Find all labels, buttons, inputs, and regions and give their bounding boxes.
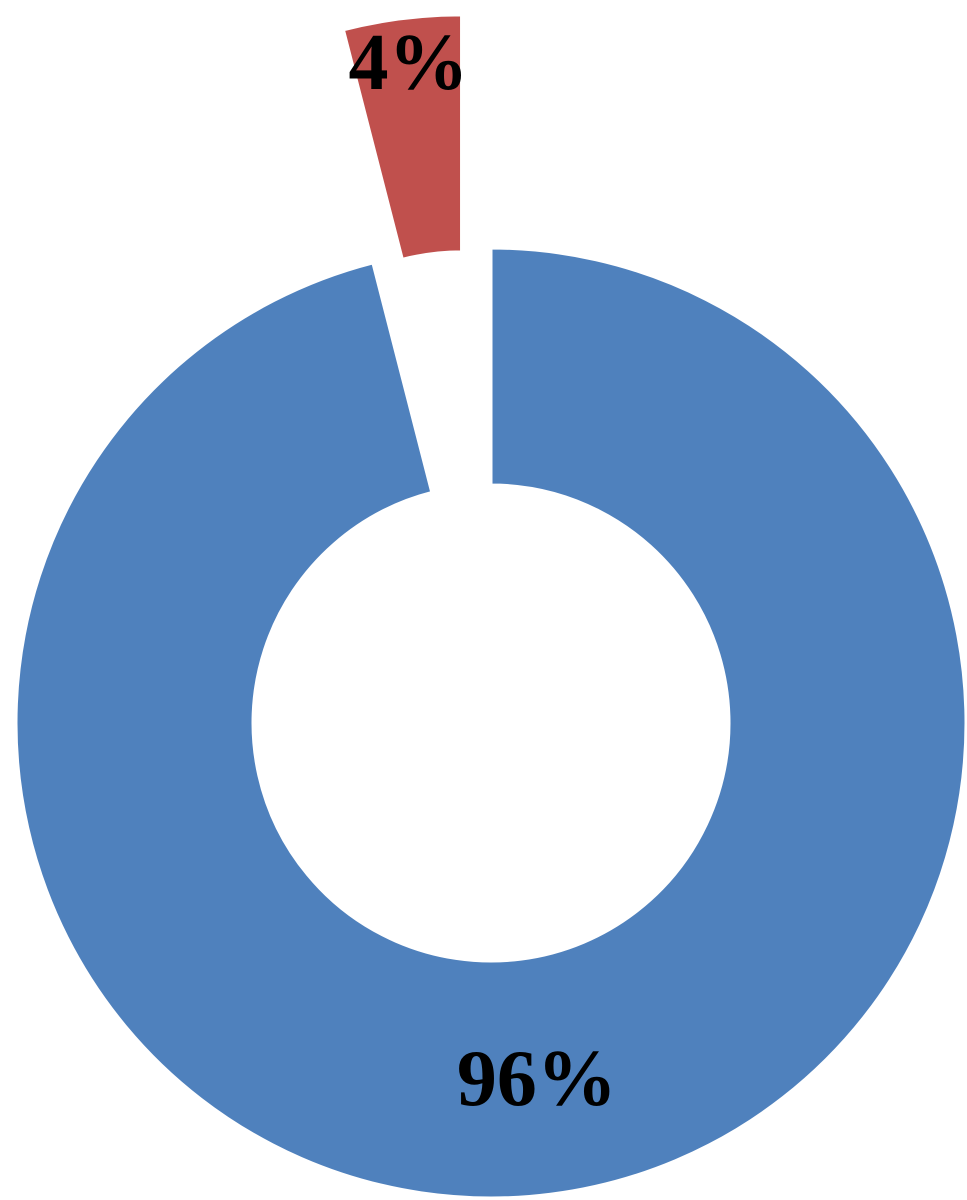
data-label: 4% (349, 19, 469, 107)
donut-slice (14, 246, 967, 1200)
donut-slice (341, 13, 464, 262)
data-label: 96% (457, 1035, 617, 1123)
